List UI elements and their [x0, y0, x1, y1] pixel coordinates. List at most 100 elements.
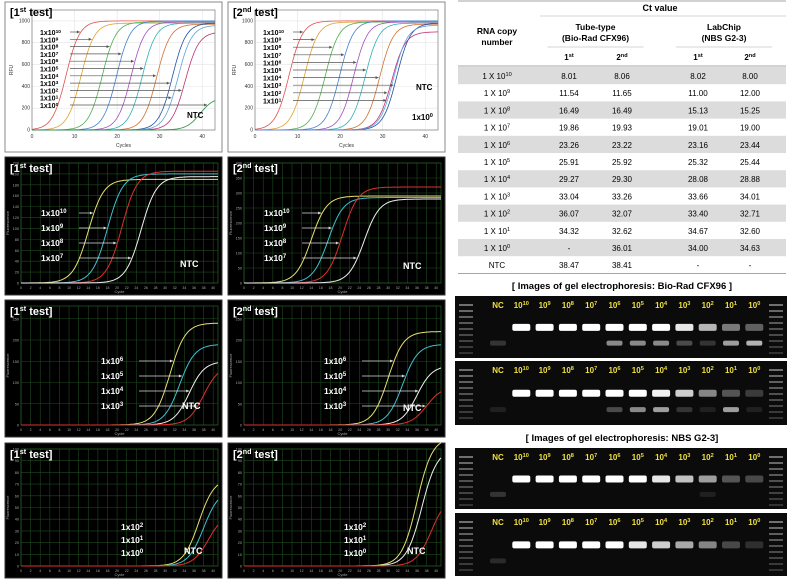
x-tick-label: 14	[86, 286, 90, 290]
lane-label: 101	[725, 366, 737, 375]
amplification-curve	[21, 524, 219, 567]
gel-band	[628, 389, 647, 397]
y-tick-label: 100	[13, 381, 19, 385]
table-cell: -	[697, 261, 700, 270]
y-axis-label: Fluorescence	[5, 210, 10, 235]
lane-label-sup: 2	[711, 366, 714, 372]
curve-label-base: 1x10	[264, 223, 283, 233]
lane-label-base: 10	[702, 366, 711, 375]
title-text: [2	[233, 449, 243, 461]
curve-label: 1x105	[101, 371, 124, 381]
x-tick-label: 16	[319, 286, 323, 290]
curve-label: 1x108	[40, 43, 59, 52]
curve-label-sup: 5	[279, 67, 282, 73]
ladder-band	[459, 492, 473, 494]
x-tick-label: 34	[405, 428, 409, 432]
arrow-head	[415, 389, 419, 393]
run-header-sup: st	[698, 53, 703, 59]
ladder-band	[769, 310, 783, 312]
row-label: 1 X 108	[484, 106, 510, 115]
ladder-band	[459, 539, 473, 541]
table-cell: 38.41	[612, 261, 633, 270]
y-tick-label: 50	[238, 267, 242, 271]
gel-band	[605, 541, 624, 549]
gel-band	[676, 340, 693, 346]
gel-band	[629, 407, 646, 413]
table-cell: 23.16	[688, 141, 709, 150]
y-tick-label: 50	[15, 506, 19, 510]
row-label: 1 X 106	[484, 141, 510, 150]
curve-label-base: 1x10	[344, 522, 363, 532]
y-tick-label: 50	[238, 402, 242, 406]
x-tick-label: 28	[377, 286, 381, 290]
lane-label: 106	[608, 453, 620, 462]
curve-label-base: 1x10	[263, 91, 279, 98]
x-tick-label: 6	[272, 286, 274, 290]
ladder-band	[459, 310, 473, 312]
y-tick-label: 160	[13, 194, 19, 198]
curve-label: 1x100	[121, 548, 144, 558]
lane-label: NC	[492, 301, 504, 310]
table-cell: 19.86	[559, 124, 580, 133]
x-tick-label: 18	[106, 428, 110, 432]
y-tick-label: 20	[238, 541, 242, 545]
x-tick-label: 24	[357, 428, 361, 432]
arrow-head	[88, 37, 92, 41]
gel-band	[745, 541, 764, 549]
y-tick-label: 10	[15, 553, 19, 557]
x-axis-label: Cycle	[337, 572, 348, 577]
ladder-band	[769, 462, 783, 464]
table-cell: 38.47	[559, 261, 580, 270]
ladder-band	[769, 569, 783, 571]
side-label-base: NTC	[180, 259, 199, 269]
x-tick-label: 8	[58, 428, 60, 432]
curve-label-base: 1x10	[121, 522, 140, 532]
curve-label-sup: 3	[56, 80, 59, 86]
y-axis-label: Fluorescence	[228, 495, 233, 520]
x-tick-label: 0	[20, 428, 22, 432]
row-label: 1 X 105	[484, 158, 510, 167]
lane-label-sup: 3	[687, 518, 690, 524]
table-cell: 32.62	[612, 227, 633, 236]
lane-label-base: 10	[539, 301, 548, 310]
arrow-head	[329, 45, 333, 49]
ladder-band	[459, 387, 473, 389]
gel-band	[628, 475, 647, 483]
x-tick-label: 18	[106, 569, 110, 573]
gel-band	[722, 323, 740, 331]
lane-label: 108	[562, 518, 574, 527]
side-label-base: 1x10	[412, 113, 430, 122]
curve-label-base: 1x10	[263, 76, 279, 83]
ladder-band	[769, 334, 783, 336]
curve-label-base: 1x10	[40, 67, 56, 74]
x-tick-label: 26	[144, 569, 148, 573]
row-label: 1 X 107	[484, 124, 510, 133]
ladder-band	[769, 539, 783, 541]
y-tick-label: 60	[238, 494, 242, 498]
curve-label: 1x109	[41, 223, 64, 233]
lane-label-base: 10	[655, 366, 664, 375]
gel-band	[490, 340, 506, 346]
row-label-base: 1 X 10	[482, 72, 506, 81]
side-label: NTC	[407, 546, 426, 556]
lane-label-sup: 6	[617, 366, 620, 372]
curve-label-sup: 3	[279, 82, 282, 88]
table-cell: 28.08	[688, 175, 709, 184]
arrow-head	[193, 404, 197, 408]
table-header: Ct value	[642, 3, 677, 13]
arrow-head	[353, 256, 357, 260]
curve-label: 1x103	[324, 401, 347, 411]
gel-band	[722, 541, 740, 549]
row-band	[458, 101, 786, 119]
curve-label: 1x106	[40, 58, 59, 67]
x-tick-label: 10	[67, 286, 71, 290]
ladder-band	[769, 381, 783, 383]
curve-label: 1x102	[344, 522, 367, 532]
x-tick-label: 10	[67, 569, 71, 573]
side-label: NTC	[184, 546, 203, 556]
lane-label-sup: 0	[757, 453, 760, 459]
curve-label: 1x108	[263, 44, 282, 53]
arrow-head	[328, 226, 332, 230]
panel-title: [2nd test]	[233, 6, 278, 19]
gel-title: [ Images of gel electrophoresis: Bio-Rad…	[512, 281, 732, 292]
